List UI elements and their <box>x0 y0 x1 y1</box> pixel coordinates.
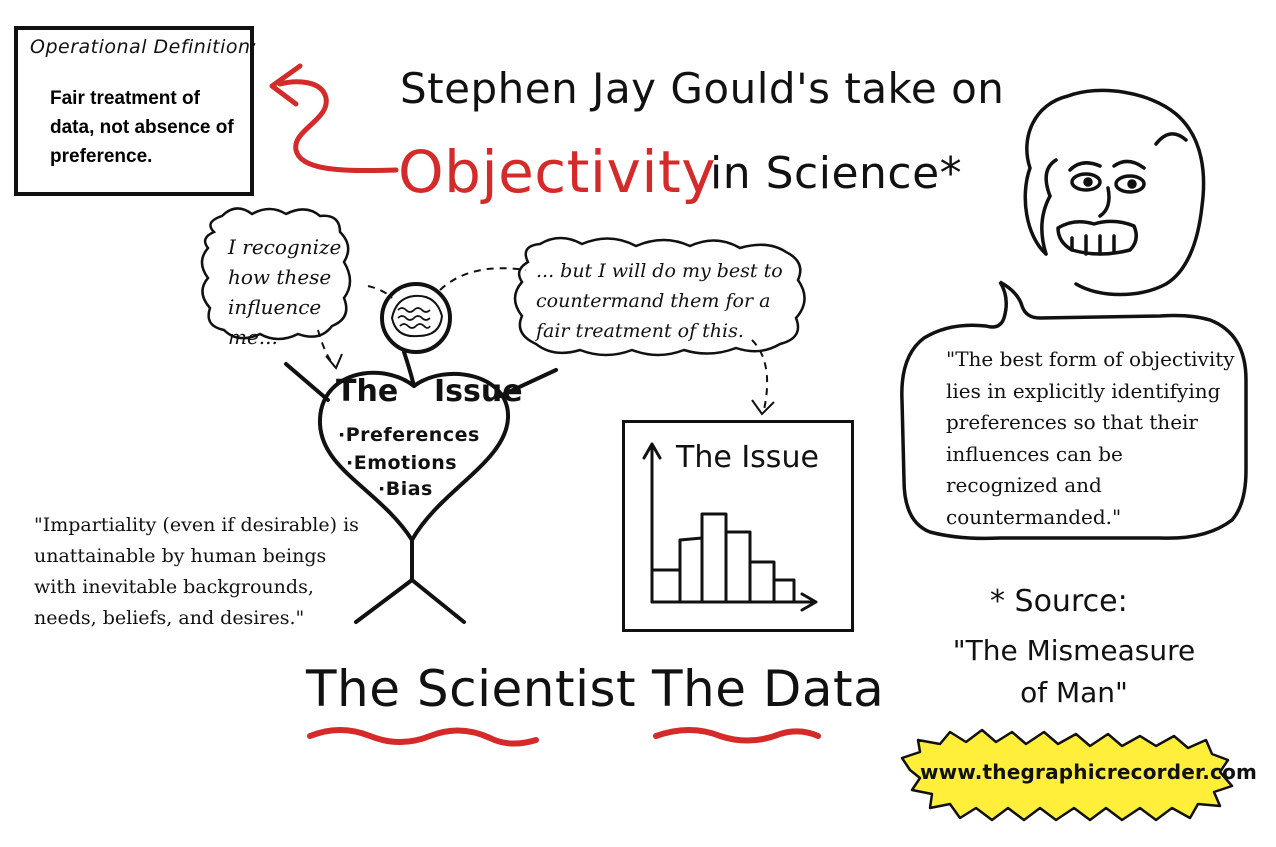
operational-definition-box <box>14 26 254 196</box>
title-rest: in Science* <box>710 148 963 199</box>
scientist-figure <box>284 350 558 624</box>
label-scientist: The Scientist <box>306 660 637 718</box>
quote-impartiality: "Impartiality (even if desirable) is una… <box>34 514 359 629</box>
label-data: The Data <box>652 660 885 718</box>
data-chart-title: The Issue <box>676 440 819 475</box>
source-title: "The Mismeasure of Man" <box>952 634 1196 709</box>
issue-title-the: The <box>336 374 399 409</box>
histogram-icon <box>642 442 818 612</box>
issue-item: ·Bias <box>378 478 433 500</box>
title-highlight-word: Objectivity <box>398 138 717 206</box>
underline-data <box>653 727 821 744</box>
thought-bubble-left-text: I recognize how these influence me... <box>228 235 342 349</box>
underline-scientist <box>307 727 539 747</box>
operational-definition-heading: Operational Definition: <box>30 36 258 58</box>
issue-title-issue: Issue <box>434 374 523 409</box>
title-line: Stephen Jay Gould's take on <box>400 64 1005 113</box>
issue-item: ·Emotions <box>346 452 458 474</box>
source-heading: * Source: <box>990 584 1128 619</box>
issue-item: ·Preferences <box>338 424 480 446</box>
brain-icon <box>380 282 452 354</box>
person-portrait-icon <box>1023 88 1206 297</box>
thought-bubble-left <box>200 207 352 341</box>
thought-bubble-right <box>513 236 806 357</box>
website-badge <box>900 728 1234 822</box>
speech-bubble <box>900 280 1248 541</box>
arrow-icon <box>269 63 399 174</box>
operational-definition-text: Fair treatment of data, not absence of p… <box>50 88 234 167</box>
thought-bubble-right-text: ... but I will do my best to countermand… <box>536 260 783 342</box>
quote-objectivity: "The best form of objectivity lies in ex… <box>946 347 1235 529</box>
data-box <box>622 420 854 632</box>
website-link[interactable]: www.thegraphicrecorder.com <box>920 760 1258 784</box>
